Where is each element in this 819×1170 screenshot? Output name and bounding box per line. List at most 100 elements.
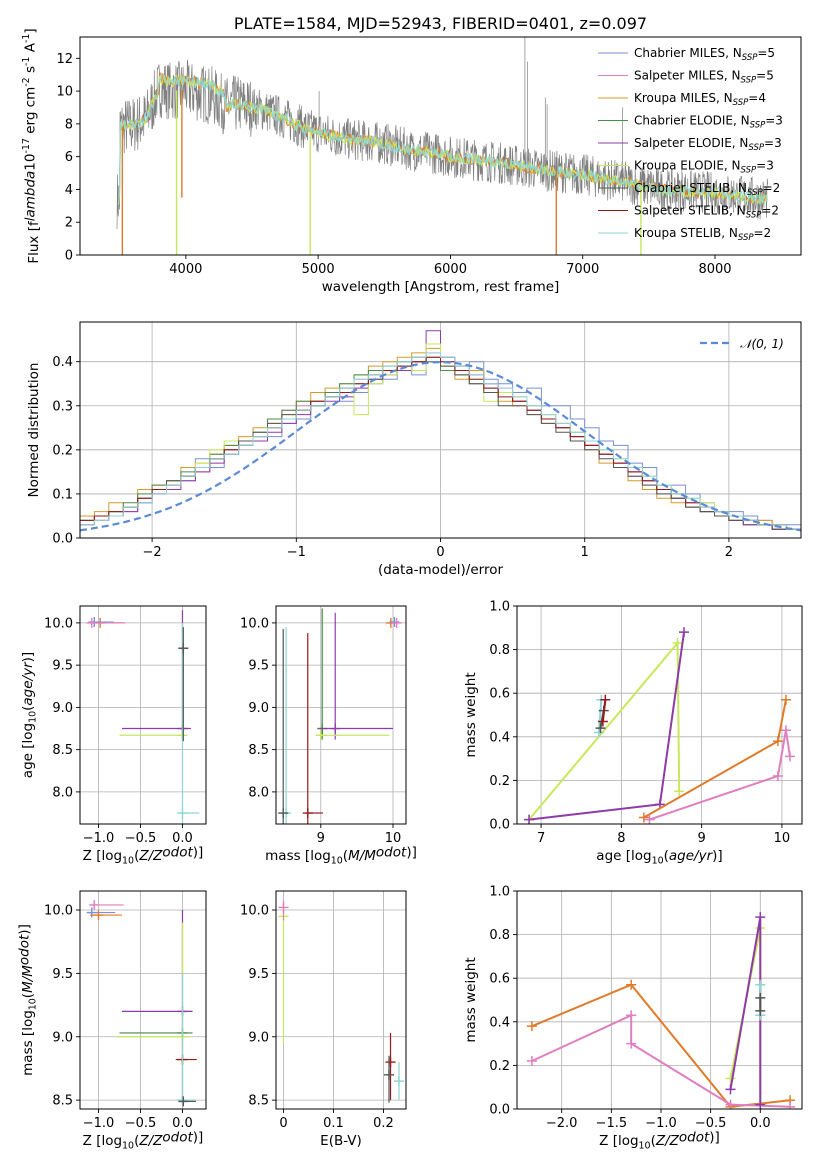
point-marker — [86, 907, 97, 918]
text-part: 10 — [639, 1140, 651, 1151]
y-axis-label: Normed distribution — [26, 363, 42, 498]
legend-suffix: =3 — [765, 114, 783, 128]
y-axis-label: mass weight — [463, 672, 479, 757]
y-tick-label: 0.0 — [489, 818, 510, 833]
x-tick-label: 10 — [385, 831, 402, 846]
data-point — [319, 612, 393, 740]
x-tick-label: 0.1 — [323, 1116, 344, 1131]
data-point — [86, 617, 126, 628]
text-part: A — [23, 42, 39, 56]
y-tick-label: 10.0 — [44, 616, 73, 631]
x-tick-label: 9 — [317, 831, 325, 846]
text-part: )] — [712, 848, 723, 864]
x-tick-label: −1.0 — [645, 1116, 677, 1131]
x-tick-label: 8000 — [698, 262, 731, 277]
y-tick-label: 9.0 — [52, 701, 73, 716]
text-part: ] — [23, 28, 39, 33]
y-tick-label: 1.0 — [489, 600, 510, 615]
series-marker — [725, 1084, 736, 1095]
series-marker — [626, 1038, 637, 1049]
series-marker — [725, 1099, 736, 1109]
series-marker — [674, 786, 685, 797]
series-marker — [593, 727, 604, 738]
x-tick-label: −0.5 — [695, 1116, 727, 1131]
series-line-orange — [643, 699, 787, 819]
series-marker — [755, 1099, 766, 1109]
series-marker — [725, 1073, 736, 1084]
text-part: mass weight — [463, 672, 479, 757]
point-marker — [86, 617, 97, 628]
text-part: Flux [f — [26, 220, 42, 264]
text-part: mass weight — [463, 957, 479, 1042]
series-marker — [785, 1101, 796, 1109]
y-tick-label: 0.6 — [489, 972, 510, 987]
y-tick-label: 8.5 — [248, 743, 269, 758]
point-marker — [315, 730, 326, 741]
data-point — [317, 608, 328, 740]
data-point — [389, 617, 400, 628]
text-part: ( — [134, 848, 139, 864]
text-part: Z/Z — [138, 848, 163, 864]
text-part: -1 — [21, 34, 32, 43]
point-marker — [177, 1095, 188, 1106]
legend-sub: SSP — [741, 76, 757, 86]
x-tick-label: 6000 — [434, 262, 467, 277]
y-tick-label: 0.3 — [52, 399, 73, 414]
legend-sub: SSP — [741, 166, 757, 176]
y-tick-label: 1.0 — [489, 885, 510, 900]
legend-sub: SSP — [748, 143, 764, 153]
series-marker — [755, 979, 766, 990]
data-point — [89, 899, 124, 910]
series-marker — [755, 912, 766, 923]
data-point — [278, 899, 289, 921]
point-marker — [178, 643, 189, 654]
text-part: odot — [162, 845, 193, 861]
point-marker — [389, 617, 400, 628]
text-part: -1 — [21, 57, 32, 66]
y-tick-label: 10.0 — [44, 904, 73, 919]
data-point — [119, 627, 188, 741]
point-marker — [278, 902, 289, 913]
data-point — [281, 627, 292, 824]
axes-frame — [516, 605, 803, 825]
data-point — [278, 628, 289, 824]
text-part: 10 — [652, 855, 664, 866]
legend-sub: SSP — [750, 121, 766, 131]
x-axis-label: Z [log10(Z/Zodot)] — [599, 1130, 720, 1152]
y-axis-label: Flux [flambda10-17 erg cm-2 s-1 A-1] — [21, 28, 42, 263]
series-marker — [597, 716, 608, 727]
text-part: ( — [651, 1133, 656, 1149]
text-part: ( — [134, 1133, 139, 1149]
axes-frame — [79, 605, 207, 825]
text-part: )] — [709, 1130, 720, 1146]
series-line-kroupa-stelib — [597, 699, 603, 733]
x-axis-label: mass [log10(M/Modot)] — [265, 845, 417, 867]
x-tick-label: 0 — [436, 545, 444, 560]
x-tick-label: −2 — [143, 545, 162, 560]
legend-label: Chabrier STELIB, NSSP=2 — [634, 181, 780, 198]
y-tick-label: 9.0 — [248, 1030, 269, 1045]
y-tick-label: 0.2 — [52, 443, 73, 458]
y-tick-label: 10.0 — [240, 616, 269, 631]
text-part: 10 — [27, 711, 38, 723]
text-part: lambda — [23, 171, 39, 222]
text-part: age/yr — [20, 661, 36, 706]
text-part: odot — [17, 934, 33, 965]
data-point — [177, 622, 200, 824]
text-part: Z/Z — [138, 1133, 163, 1149]
legend-suffix: =3 — [764, 136, 782, 150]
x-tick-label: 2 — [725, 545, 733, 560]
axes-frame — [79, 890, 207, 1110]
text-part: erg cm — [23, 87, 39, 138]
text-part: wavelength [Angstrom, rest frame] — [322, 279, 560, 295]
text-part: Z/Z — [655, 1133, 680, 1149]
point-marker — [89, 617, 100, 628]
series-marker — [672, 638, 683, 649]
text-part: Normed distribution — [26, 363, 42, 498]
point-marker — [391, 617, 402, 628]
plot-area — [526, 912, 796, 1109]
series-marker — [772, 771, 783, 782]
y-tick-label: 0.8 — [489, 928, 510, 943]
